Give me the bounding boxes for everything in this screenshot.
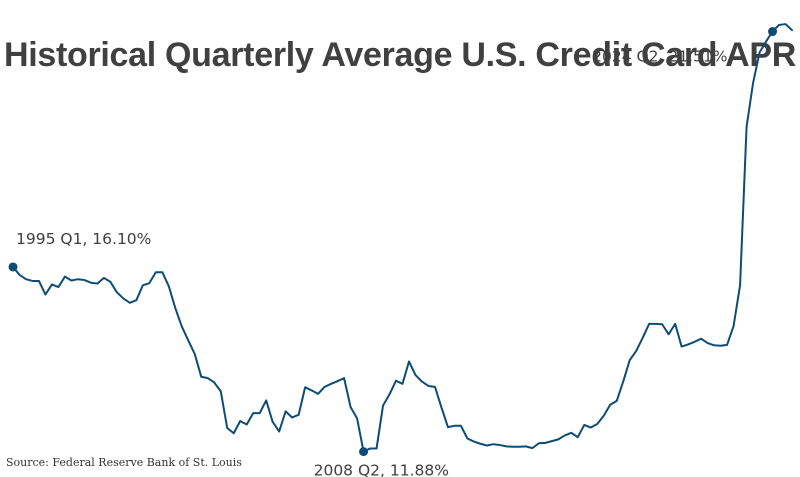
chart-title: Historical Quarterly Average U.S. Credit… [3, 36, 797, 74]
annotation-label-2: 2024 Q2, 21.51% [592, 48, 727, 66]
annotation-marker-2 [768, 27, 778, 37]
series-line-credit-card-apr [12, 23, 793, 453]
annotation-label-1: 2008 Q2, 11.88% [314, 462, 449, 477]
annotation-marker-1 [359, 447, 369, 457]
source-note: Source: Federal Reserve Bank of St. Loui… [6, 456, 242, 469]
annotation-marker-0 [8, 262, 18, 272]
annotation-label-0: 1995 Q1, 16.10% [16, 230, 151, 248]
